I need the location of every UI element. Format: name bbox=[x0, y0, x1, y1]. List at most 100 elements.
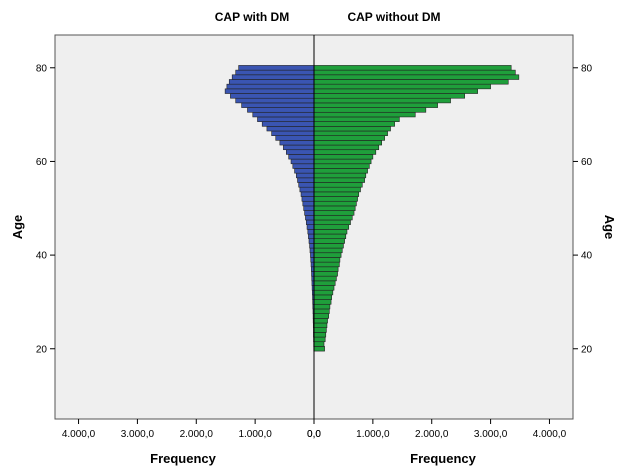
bar-left-age-67 bbox=[266, 126, 315, 132]
bar-right-age-68 bbox=[313, 121, 395, 127]
bar-right-age-42 bbox=[313, 243, 344, 249]
bar-right-age-77 bbox=[313, 79, 509, 85]
bar-right-age-51 bbox=[313, 200, 357, 207]
bar-left-age-76 bbox=[226, 83, 315, 90]
bar-left-age-69 bbox=[257, 116, 315, 122]
bar-left-age-66 bbox=[271, 130, 315, 136]
bar-left-age-49 bbox=[304, 210, 315, 216]
y-tick-label-left-60: 60 bbox=[36, 157, 48, 168]
bar-left-age-60 bbox=[290, 158, 315, 165]
bar-left-age-44 bbox=[308, 233, 315, 240]
x-tick-label-right-1000: 1.000,0 bbox=[356, 429, 390, 440]
x-tick-label-right-2000: 2.000,0 bbox=[415, 429, 449, 440]
bar-left-age-61 bbox=[288, 154, 315, 160]
bar-right-age-45 bbox=[313, 229, 348, 235]
bar-right-age-35 bbox=[313, 275, 337, 282]
bar-left-age-63 bbox=[283, 144, 315, 151]
bar-left-age-59 bbox=[292, 163, 315, 169]
bar-right-age-60 bbox=[313, 158, 372, 165]
y-tick-label-right-40: 40 bbox=[581, 251, 593, 262]
bar-right-age-69 bbox=[313, 116, 400, 122]
bar-right-age-33 bbox=[313, 285, 335, 291]
x-axis-left: 4.000,0 3.000,0 2.000,0 1.000,0 0,0 bbox=[62, 419, 321, 440]
bar-left-age-68 bbox=[261, 121, 315, 127]
bar-right-age-74 bbox=[313, 93, 465, 99]
left-panel-title: CAP with DM bbox=[215, 10, 289, 24]
bar-right-age-58 bbox=[313, 168, 368, 174]
x-axis-right: 0,0 1.000,0 2.000,0 3.000,0 4.000,0 bbox=[307, 419, 567, 440]
bar-left-age-42 bbox=[309, 243, 315, 249]
y-axis-right: 20 40 60 80 bbox=[573, 63, 593, 355]
bar-left-age-55 bbox=[298, 182, 315, 188]
bar-right-age-34 bbox=[313, 280, 336, 286]
bar-right-age-80 bbox=[313, 65, 512, 71]
bar-right-age-44 bbox=[313, 233, 347, 240]
bar-left-age-56 bbox=[297, 177, 315, 183]
bar-right-age-25 bbox=[313, 322, 328, 328]
bar-right-age-71 bbox=[313, 107, 427, 113]
bar-right-age-52 bbox=[313, 196, 358, 202]
bar-right-age-56 bbox=[313, 177, 365, 183]
bar-left-age-50 bbox=[303, 205, 315, 211]
bars-group bbox=[224, 65, 520, 352]
x-tick-label-left-1000: 1.000,0 bbox=[238, 429, 272, 440]
x-axis-label-left: Frequency bbox=[150, 451, 217, 466]
x-tick-label-left-4000: 4.000,0 bbox=[62, 429, 96, 440]
bar-right-age-72 bbox=[313, 102, 438, 108]
bar-right-age-50 bbox=[313, 205, 356, 211]
y-tick-label-right-80: 80 bbox=[581, 63, 593, 74]
bar-left-age-52 bbox=[301, 196, 315, 202]
bar-right-age-64 bbox=[313, 140, 382, 146]
x-axis-label-right: Frequency bbox=[410, 451, 477, 466]
bar-right-age-39 bbox=[313, 257, 341, 263]
y-axis-left: 20 40 60 80 bbox=[36, 63, 55, 355]
bar-right-age-30 bbox=[313, 299, 332, 305]
bar-left-age-51 bbox=[302, 200, 315, 207]
bar-left-age-43 bbox=[308, 238, 315, 244]
bar-right-age-31 bbox=[313, 294, 332, 300]
bar-right-age-76 bbox=[313, 83, 491, 90]
y-tick-label-left-40: 40 bbox=[36, 251, 48, 262]
bar-left-age-77 bbox=[228, 79, 315, 85]
bar-right-age-41 bbox=[313, 247, 343, 254]
y-axis-label-left: Age bbox=[10, 215, 25, 240]
bar-right-age-61 bbox=[313, 154, 374, 160]
bar-right-age-55 bbox=[313, 182, 363, 188]
bar-left-age-53 bbox=[300, 191, 315, 197]
bar-left-age-71 bbox=[247, 107, 315, 113]
x-tick-label-right-3000: 3.000,0 bbox=[474, 429, 508, 440]
bar-right-age-49 bbox=[313, 210, 355, 216]
y-tick-label-left-20: 20 bbox=[36, 344, 48, 355]
bar-right-age-65 bbox=[313, 135, 385, 141]
bar-right-age-28 bbox=[313, 308, 330, 314]
bar-left-age-58 bbox=[294, 168, 315, 174]
bar-left-age-70 bbox=[252, 111, 315, 118]
bar-right-age-23 bbox=[313, 332, 327, 338]
x-tick-label-right-4000: 4.000,0 bbox=[533, 429, 567, 440]
x-tick-label-left-3000: 3.000,0 bbox=[121, 429, 155, 440]
bar-left-age-57 bbox=[296, 172, 315, 179]
bar-right-age-53 bbox=[313, 191, 360, 197]
bar-right-age-66 bbox=[313, 130, 388, 136]
bar-right-age-21 bbox=[313, 341, 325, 347]
bar-left-age-72 bbox=[241, 102, 315, 108]
bar-right-age-62 bbox=[313, 149, 377, 155]
bar-right-age-26 bbox=[313, 318, 328, 324]
bar-right-age-63 bbox=[313, 144, 380, 151]
bar-right-age-43 bbox=[313, 238, 345, 244]
bar-left-age-78 bbox=[231, 74, 315, 80]
bar-left-age-46 bbox=[306, 224, 315, 230]
bar-right-age-37 bbox=[313, 266, 339, 272]
bar-right-age-29 bbox=[313, 303, 331, 310]
bar-left-age-62 bbox=[286, 149, 315, 155]
bar-right-age-40 bbox=[313, 252, 342, 258]
bar-right-age-70 bbox=[313, 111, 416, 118]
bar-left-age-65 bbox=[275, 135, 315, 141]
x-tick-label-left-0: 0,0 bbox=[307, 429, 321, 440]
y-tick-label-right-60: 60 bbox=[581, 157, 593, 168]
y-tick-label-right-20: 20 bbox=[581, 344, 593, 355]
bar-left-age-41 bbox=[309, 247, 315, 254]
bar-right-age-73 bbox=[313, 97, 451, 104]
bar-right-age-24 bbox=[313, 327, 327, 333]
